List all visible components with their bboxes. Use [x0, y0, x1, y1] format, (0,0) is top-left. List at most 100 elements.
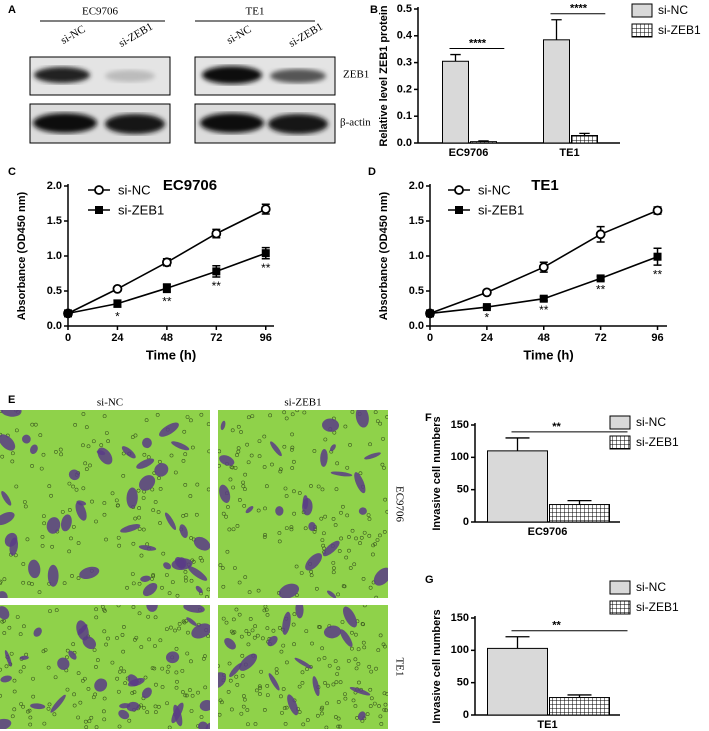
pore: [118, 669, 122, 674]
pore: [335, 461, 340, 466]
pore: [361, 577, 366, 581]
pore: [362, 605, 367, 608]
x-tick-label: 72: [210, 332, 222, 344]
cell: [136, 458, 155, 469]
cell: [373, 567, 388, 586]
pore: [30, 422, 35, 427]
panel-letter: A: [8, 4, 16, 16]
pore: [173, 628, 177, 633]
pore: [160, 666, 165, 671]
y-tick-label: 0.5: [409, 285, 424, 297]
marker: [595, 229, 606, 240]
pore: [265, 626, 270, 631]
pore: [271, 628, 276, 633]
pore: [321, 543, 326, 548]
pore: [82, 676, 87, 681]
pore: [139, 553, 144, 558]
pore: [262, 608, 267, 613]
pore: [101, 709, 106, 714]
cell: [171, 441, 190, 451]
pore: [117, 543, 122, 548]
legend-label: si-ZEB1: [118, 202, 164, 217]
pore: [230, 428, 235, 433]
pore: [377, 704, 381, 708]
pore: [227, 661, 232, 666]
legend-swatch: [631, 3, 653, 18]
cell: [176, 557, 187, 569]
x-tick-label: 48: [538, 332, 550, 344]
pore: [154, 682, 158, 687]
pore: [375, 538, 380, 542]
pore: [153, 500, 158, 504]
bar: [543, 39, 570, 144]
pore: [102, 414, 107, 419]
legend-marker: [454, 185, 464, 195]
pore: [92, 648, 97, 652]
pore: [33, 422, 38, 427]
pore: [292, 489, 296, 494]
y-axis-label: Invasive cell numbers: [431, 416, 443, 530]
pore: [331, 682, 336, 687]
pore: [174, 685, 179, 690]
pore: [157, 476, 161, 481]
significance: ****: [469, 37, 487, 49]
y-axis-label: Absorbance (OD450 nm): [16, 191, 28, 320]
cell: [163, 562, 172, 570]
pore: [257, 684, 262, 689]
cell: [357, 711, 366, 721]
pore: [60, 509, 65, 514]
pore: [228, 678, 233, 683]
cell: [142, 437, 152, 449]
pore: [263, 532, 267, 537]
pore: [133, 637, 137, 642]
cell: [0, 675, 12, 683]
y-tick-label: 1.0: [409, 250, 424, 262]
pore: [31, 694, 36, 699]
marker: [538, 262, 549, 273]
pore: [314, 586, 319, 591]
pore: [0, 454, 5, 459]
pore: [336, 592, 340, 597]
panel-letter: B: [370, 4, 378, 16]
pore: [12, 707, 17, 712]
pore: [264, 607, 269, 612]
pore: [52, 712, 57, 717]
pore: [334, 680, 339, 685]
cell: [30, 703, 46, 710]
pore: [15, 615, 20, 619]
pore: [158, 638, 163, 643]
bar: [487, 450, 548, 523]
pore: [91, 439, 96, 444]
pore: [356, 661, 361, 666]
pore: [297, 684, 302, 689]
pore: [361, 640, 366, 645]
pore: [233, 566, 237, 570]
cell: [118, 709, 130, 720]
pore: [102, 696, 107, 701]
pore: [87, 719, 92, 724]
cell: [120, 524, 141, 533]
pore: [93, 692, 98, 697]
pore: [188, 688, 192, 692]
marker: [211, 228, 222, 239]
pore: [277, 626, 282, 630]
row-label: ZEB1: [343, 69, 369, 81]
significance: ****: [570, 3, 588, 15]
cell: [75, 501, 87, 521]
pore: [127, 718, 132, 723]
pore: [252, 635, 257, 640]
pore: [290, 466, 295, 470]
pore: [183, 452, 188, 457]
pore: [183, 578, 188, 583]
pore: [156, 510, 161, 514]
y-tick-label: 0.1: [397, 110, 412, 122]
pore: [104, 642, 109, 647]
marker: [113, 299, 122, 308]
y-tick-label: 0.5: [397, 3, 412, 15]
pore: [12, 689, 17, 694]
pore: [0, 619, 5, 624]
pore: [84, 425, 89, 430]
pore: [119, 666, 124, 671]
pore: [189, 578, 194, 583]
cell: [46, 517, 61, 534]
